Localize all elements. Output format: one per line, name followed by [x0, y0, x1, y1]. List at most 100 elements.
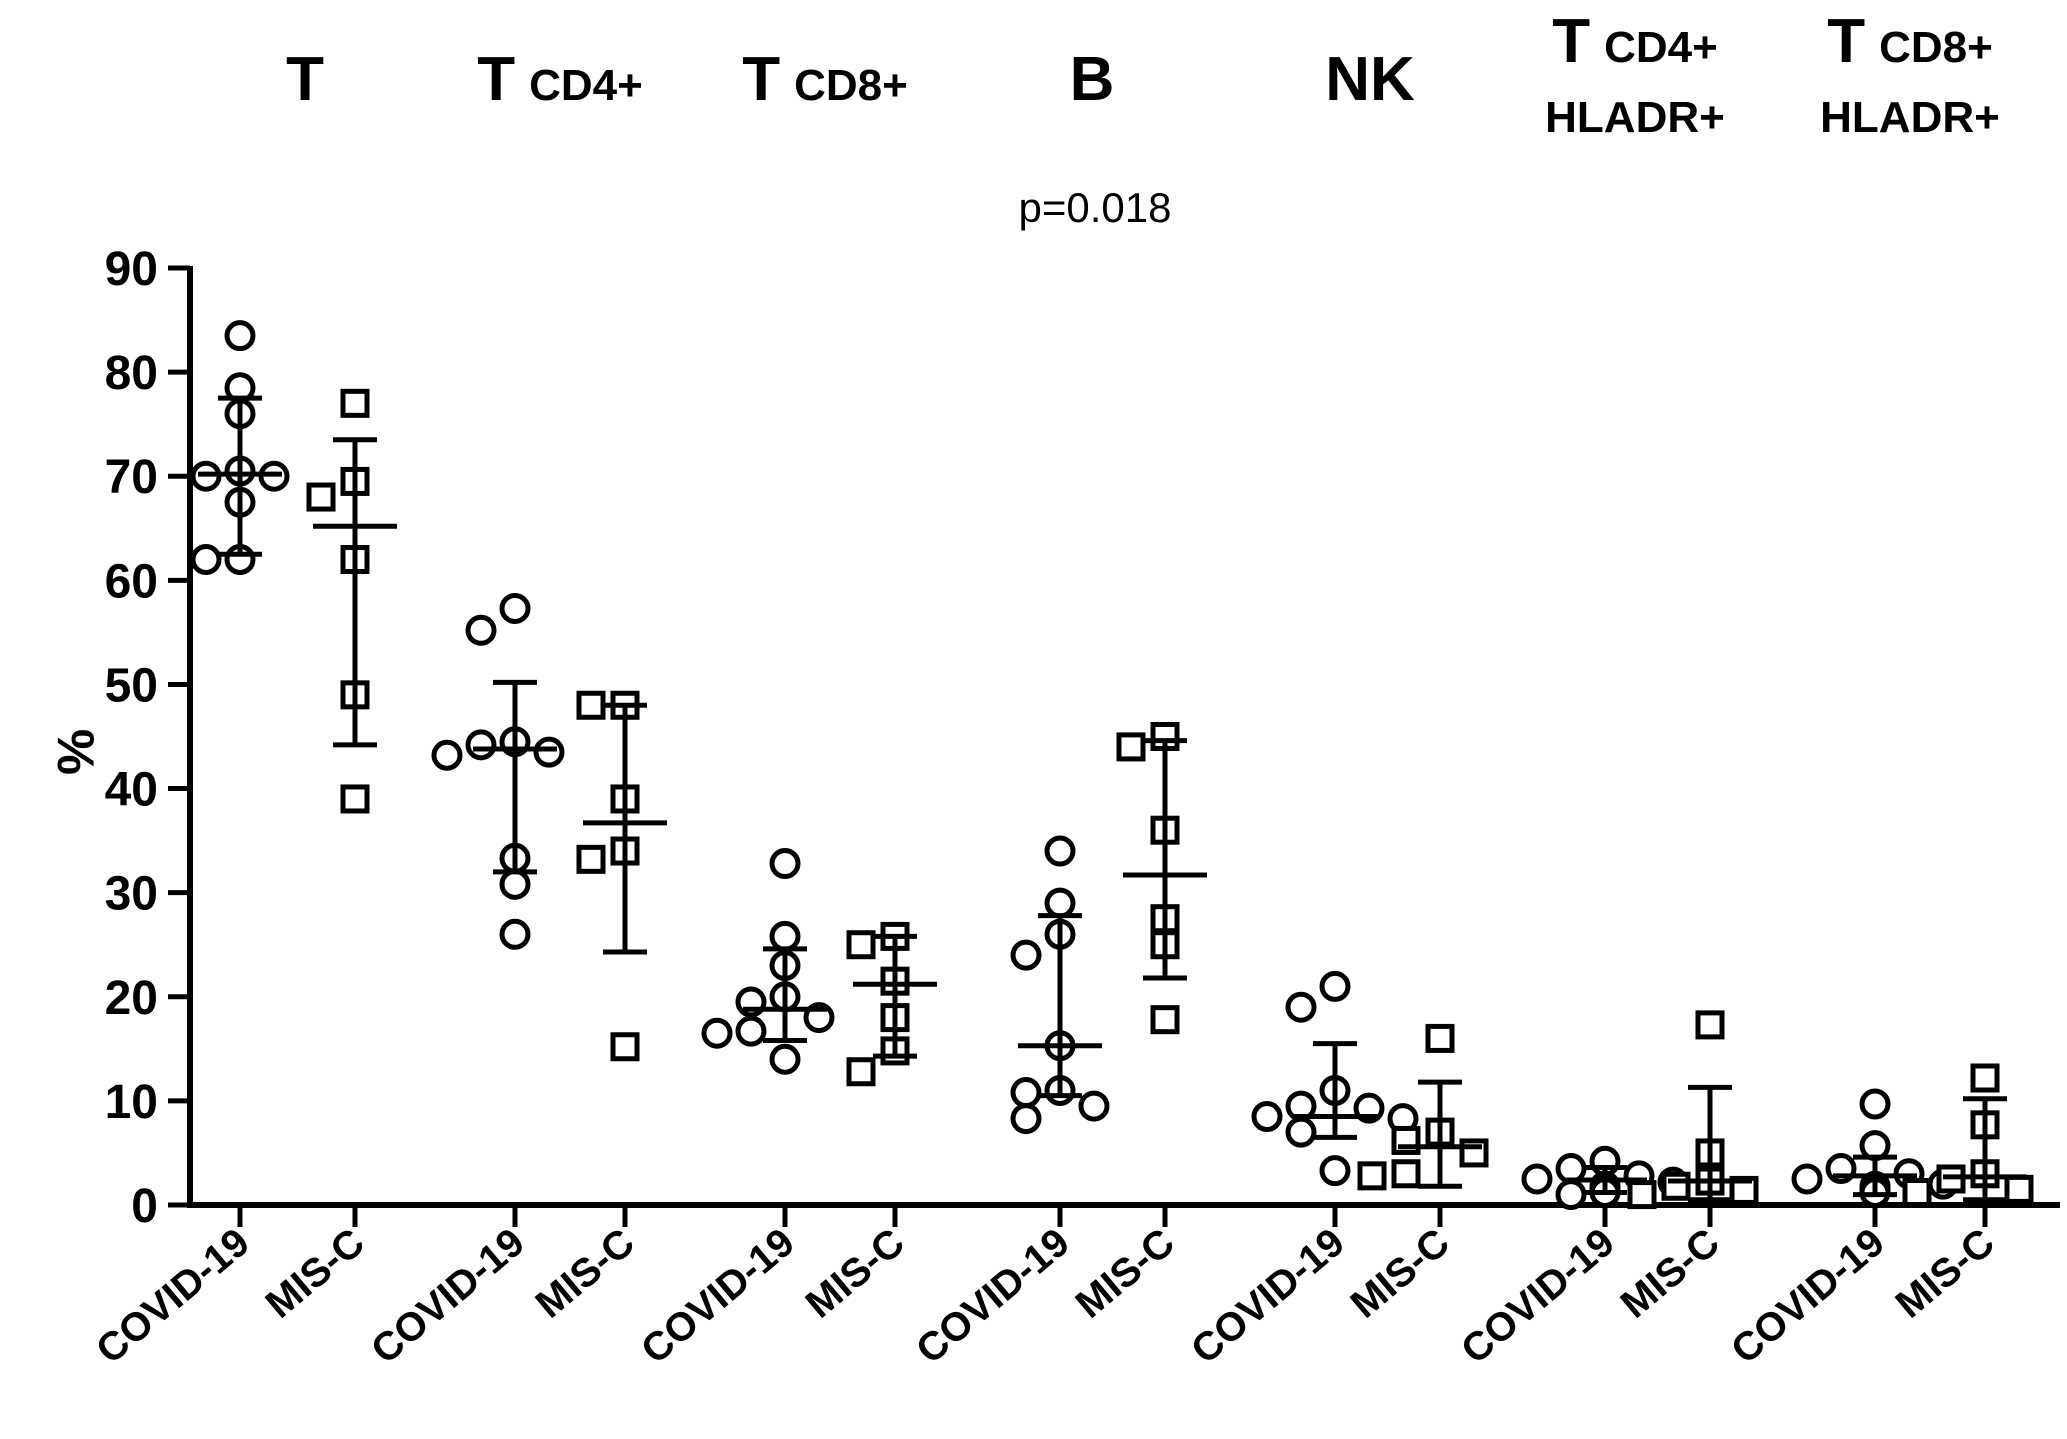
y-tick-label-70: 70: [105, 451, 158, 504]
x-tick-label-3-0: COVID-19: [908, 1220, 1078, 1372]
group-header-1-line-0: T CD4+: [477, 45, 643, 114]
data-series: [190, 320, 2034, 1211]
group-header-1-cell: T: [477, 45, 515, 114]
group-header-5-subset: HLADR+: [1545, 93, 1725, 142]
point-1-0-3: [465, 729, 497, 761]
point-0-1-5: [340, 784, 370, 814]
series-5-1: [1627, 1010, 1759, 1210]
point-1-1-1: [576, 690, 606, 720]
x-tick-label-4-1: MIS-C: [1343, 1220, 1458, 1327]
point-5-1-5: [1627, 1180, 1657, 1210]
point-3-0-1: [1044, 887, 1076, 919]
point-6-1-4: [2004, 1174, 2034, 1204]
point-4-1-0: [1425, 1023, 1455, 1053]
group-header-5-line-1: HLADR+: [1545, 93, 1725, 142]
y-tick-label-60: 60: [105, 555, 158, 608]
series-0-1: [306, 388, 397, 814]
x-tick-label-5-0: COVID-19: [1453, 1220, 1623, 1372]
point-2-0-8: [769, 1043, 801, 1075]
y-tick-label-10: 10: [105, 1076, 158, 1129]
point-5-0-3: [1521, 1163, 1553, 1195]
point-6-0-0: [1859, 1088, 1891, 1120]
point-4-0-8: [1319, 1155, 1351, 1187]
x-tick-label-0-0: COVID-19: [88, 1220, 258, 1372]
group-header-6-subset: HLADR+: [1820, 93, 2000, 142]
group-header-1-subset: CD4+: [529, 61, 643, 110]
series-6-0: [1791, 1088, 1959, 1209]
point-0-0-8: [190, 544, 222, 576]
point-3-0-8: [1010, 1103, 1042, 1135]
point-6-1-0: [1970, 1063, 2000, 1093]
point-1-1-4: [576, 844, 606, 874]
point-4-0-1: [1285, 991, 1317, 1023]
point-1-0-4: [533, 736, 565, 768]
point-5-1-3: [1661, 1171, 1691, 1201]
point-4-1-4: [1391, 1159, 1421, 1189]
point-6-0-4: [1791, 1163, 1823, 1195]
point-2-0-1: [769, 920, 801, 952]
group-header-2-line-0: T CD8+: [742, 45, 908, 114]
x-tick-label-1-0: COVID-19: [363, 1220, 533, 1372]
y-tick-label-0: 0: [131, 1180, 158, 1233]
y-tick-label-30: 30: [105, 868, 158, 921]
group-header-5-cell: T: [1552, 7, 1590, 76]
point-2-1-1: [846, 930, 876, 960]
series-5-0: [1521, 1145, 1689, 1211]
group-header-4-line-0: NK: [1325, 45, 1415, 114]
group-header-4-cell: NK: [1325, 45, 1415, 114]
group-header-5-subset: CD4+: [1604, 23, 1718, 72]
group-header-3-cell: B: [1070, 45, 1115, 114]
point-4-0-5: [1251, 1101, 1283, 1133]
group-header-6-line-1: HLADR+: [1820, 93, 2000, 142]
point-3-0-3: [1010, 939, 1042, 971]
series-1-0: [431, 592, 565, 950]
point-1-1-5: [610, 1032, 640, 1062]
group-header-0-line-0: T: [286, 45, 324, 114]
y-tick-label-50: 50: [105, 659, 158, 712]
x-axis: COVID-19 MIS-CCOVID-19MIS-CCOVID-19MIS-CC…: [88, 1202, 2060, 1372]
x-tick-label-6-0: COVID-19: [1723, 1220, 1893, 1372]
point-0-1-0: [340, 388, 370, 418]
point-2-0-0: [769, 848, 801, 880]
group-header-2-cell: T: [742, 45, 780, 114]
point-4-1-5: [1357, 1161, 1387, 1191]
y-tick-label-80: 80: [105, 347, 158, 400]
point-4-0-7: [1285, 1116, 1317, 1148]
point-2-0-6: [735, 1015, 767, 1047]
x-tick-label-2-0: COVID-19: [633, 1220, 803, 1372]
y-tick-label-20: 20: [105, 972, 158, 1025]
point-6-1-5: [1902, 1178, 1932, 1208]
point-3-0-7: [1078, 1090, 1110, 1122]
point-1-0-7: [499, 868, 531, 900]
group-header-6-line-0: T CD8+: [1827, 7, 1993, 76]
point-1-0-1: [465, 614, 497, 646]
point-5-0-8: [1555, 1179, 1587, 1211]
y-axis: 0 10 20 30 40 50 60 70 80 90: [105, 243, 193, 1233]
y-tick-label-90: 90: [105, 243, 158, 296]
group-headers: T T CD4+ T CD8+ B NK T CD4+ HLADR+ T CD8+ HLADR+: [286, 7, 2000, 142]
group-header-0-cell: T: [286, 45, 324, 114]
point-2-0-7: [701, 1017, 733, 1049]
group-header-3-line-0: B: [1070, 45, 1115, 114]
series-3-1: [1116, 722, 1207, 1035]
point-5-1-0: [1695, 1010, 1725, 1040]
group-header-2-subset: CD8+: [794, 61, 908, 110]
point-1-0-5: [431, 739, 463, 771]
group-header-6-cell: T: [1827, 7, 1865, 76]
point-1-0-8: [499, 918, 531, 950]
point-0-1-2: [306, 482, 336, 512]
group-header-6-subset: CD8+: [1879, 23, 1993, 72]
series-0-0: [190, 320, 290, 576]
series-2-1: [846, 921, 937, 1087]
x-tick-label-1-1: MIS-C: [528, 1220, 643, 1327]
point-0-0-0: [224, 320, 256, 352]
point-3-1-5: [1150, 1005, 1180, 1035]
x-tick-label-2-1: MIS-C: [798, 1220, 913, 1327]
series-2-0: [701, 848, 835, 1075]
point-3-1-1: [1116, 732, 1146, 762]
series-4-1: [1357, 1023, 1489, 1191]
p-value-annotation: p=0.018: [1019, 184, 1172, 231]
x-tick-label-6-1: MIS-C: [1888, 1220, 2003, 1327]
point-2-1-5: [846, 1057, 876, 1087]
